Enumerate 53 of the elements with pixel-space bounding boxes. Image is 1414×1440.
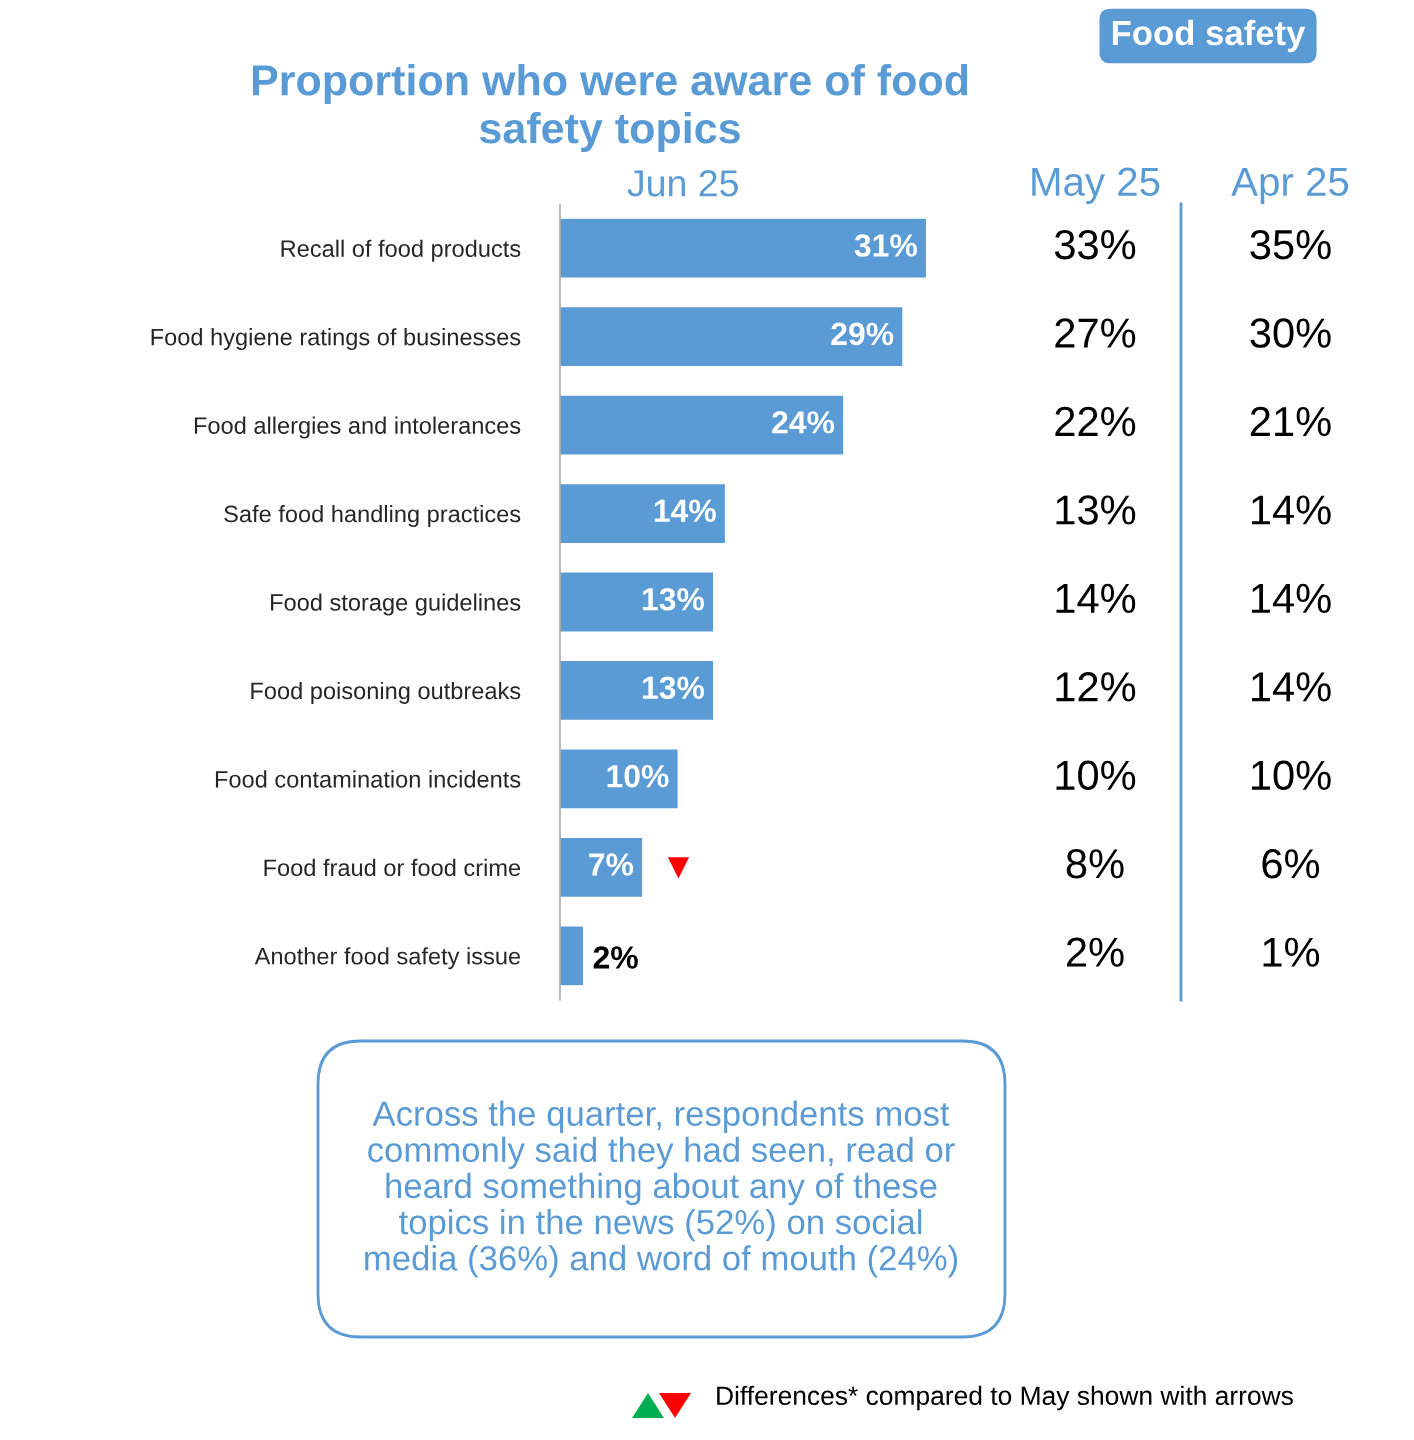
bar (560, 217, 928, 279)
data-label: 13% (642, 587, 705, 611)
y-tick-label: Food storage guidelines (271, 593, 521, 616)
data-label: 10% (607, 764, 669, 788)
y-tick-label: Food allergies and intolerances (194, 416, 521, 439)
bar (560, 836, 644, 899)
data-label: 27% (1055, 318, 1136, 348)
data-label: 1% (1263, 937, 1320, 967)
y-tick-label: Recall of food products (281, 239, 521, 262)
data-label: 21% (1250, 406, 1331, 437)
data-label: 14% (654, 499, 716, 523)
text: Apr 25 (1231, 167, 1349, 204)
y-tick-label: Food contamination incidents (215, 770, 521, 788)
bar (560, 925, 585, 987)
data-label: 24% (772, 411, 835, 434)
bar (560, 748, 679, 810)
y-tick-label: Food hygiene ratings of businesses (151, 328, 521, 351)
data-label: 14% (1251, 583, 1331, 614)
data-label: 14% (1251, 495, 1331, 525)
data-label: 13% (642, 676, 705, 700)
data-label: 7% (589, 853, 634, 876)
data-label: 14% (1251, 672, 1331, 702)
data-label: 14% (1056, 583, 1136, 614)
data-label: 10% (1251, 760, 1331, 791)
y-tick-label: Food poisoning outbreaks (251, 681, 521, 704)
data-label: 8% (1066, 849, 1124, 879)
y-tick-label: Safe food handling practices (224, 505, 521, 528)
data-label: 29% (831, 322, 894, 346)
y-tick-label: Another food safety issue (254, 947, 521, 970)
data-label: 35% (1250, 229, 1331, 260)
bar (560, 394, 845, 456)
data-label: 13% (1056, 495, 1136, 525)
data-label: 22% (1055, 406, 1136, 437)
data-label: 33% (1054, 229, 1136, 260)
data-label: 2% (1066, 937, 1124, 967)
data-label: 2% (593, 946, 638, 969)
text: Differences* compared to May shown with arrows (717, 1385, 1293, 1411)
data-label: 6% (1262, 849, 1320, 879)
bar (560, 659, 715, 722)
data-label: 12% (1056, 672, 1136, 702)
y-tick-label: Food fraud or food crime (264, 858, 521, 877)
data-label: 31% (854, 234, 917, 257)
text: May 25 (1032, 167, 1160, 204)
bar (560, 305, 904, 368)
text: Across the quarter, respondents most commonly said they had seen, read or heard something about any of these topics in the news (52%) on social media (36%) and word of mouth (24%) (365, 1100, 958, 1278)
annotation: ▼ (667, 857, 690, 879)
bar (560, 482, 727, 545)
chart-title: Proportion who were aware of food safety topics (252, 63, 968, 153)
text: Food safety (1112, 19, 1306, 53)
data-label: 30% (1250, 318, 1331, 348)
bar (560, 571, 715, 633)
data-label: 10% (1056, 760, 1136, 791)
series-label: Jun 25 (627, 170, 738, 197)
